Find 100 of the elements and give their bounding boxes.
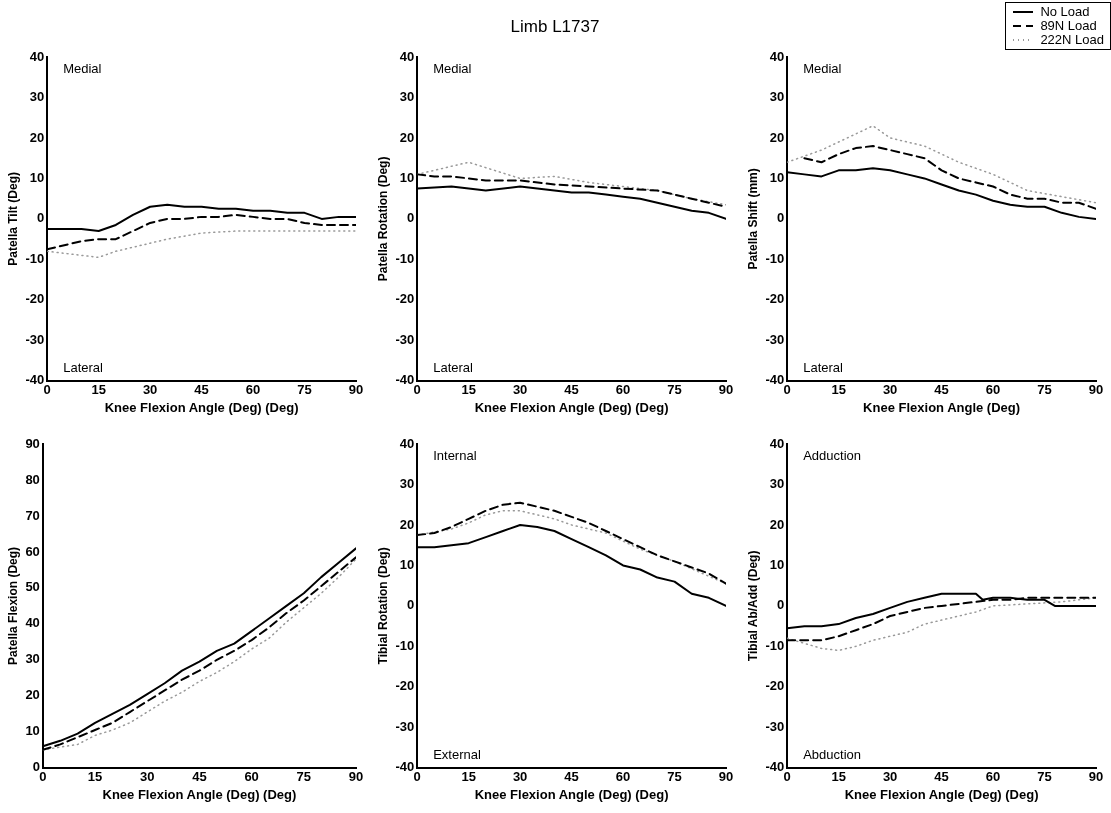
x-axis-title: Knee Flexion Angle (Deg) (Deg) xyxy=(102,786,297,802)
y-tick-label: -10 xyxy=(395,637,415,653)
y-tick-label: 20 xyxy=(769,516,785,532)
x-tick-label: 15 xyxy=(461,382,476,398)
y-tick-label: -30 xyxy=(765,331,785,347)
x-tick-label: 75 xyxy=(1037,382,1052,398)
y-tick-label: 30 xyxy=(25,651,40,667)
y-tick-label: -40 xyxy=(765,372,785,388)
y-tick-label: -30 xyxy=(395,718,415,734)
y-tick-label: 90 xyxy=(25,435,40,451)
annotation: Abduction xyxy=(803,747,862,763)
x-tick-label: 60 xyxy=(985,769,1001,785)
annotation: Adduction xyxy=(803,447,862,463)
y-tick-label: 0 xyxy=(406,597,415,613)
annotation: Medial xyxy=(803,60,842,76)
y-tick-label: -30 xyxy=(25,331,45,347)
annotation: Medial xyxy=(63,60,102,76)
line-series xyxy=(803,145,1096,210)
annotation: Lateral xyxy=(63,360,104,376)
y-tick-label: -10 xyxy=(765,250,785,266)
y-tick-label: 40 xyxy=(769,435,785,451)
y-tick-label: -10 xyxy=(395,250,415,266)
y-tick-label: -20 xyxy=(395,678,415,694)
y-tick-label: 0 xyxy=(32,759,40,775)
line-series xyxy=(417,161,726,206)
x-tick-label: 45 xyxy=(564,382,579,398)
x-tick-label: 90 xyxy=(718,769,734,785)
line-series xyxy=(787,125,1096,204)
y-tick-label: 20 xyxy=(29,129,45,145)
y-tick-label: -10 xyxy=(25,250,45,266)
y-tick-label: 10 xyxy=(25,723,40,739)
x-tick-label: 15 xyxy=(91,382,106,398)
y-tick-label: -30 xyxy=(395,331,415,347)
x-tick-label: 45 xyxy=(934,769,949,785)
y-tick-label: -40 xyxy=(25,372,45,388)
x-tick-label: 30 xyxy=(512,769,528,785)
y-axis-title: Patella Tilt (Deg) xyxy=(5,172,20,266)
x-tick-label: 30 xyxy=(882,769,898,785)
y-tick-label: 20 xyxy=(769,129,785,145)
y-tick-label: 0 xyxy=(36,210,45,226)
x-axis-title: Knee Flexion Angle (Deg) (Deg) xyxy=(844,786,1039,802)
y-tick-label: 40 xyxy=(769,48,785,64)
x-tick-label: 75 xyxy=(1037,769,1052,785)
x-tick-label: 90 xyxy=(1088,382,1104,398)
y-tick-label: 10 xyxy=(399,557,415,572)
y-tick-label: 30 xyxy=(769,89,785,105)
y-tick-label: 50 xyxy=(25,579,40,595)
y-tick-label: 40 xyxy=(399,435,415,451)
y-tick-label: -20 xyxy=(765,291,785,307)
x-tick-label: 15 xyxy=(831,769,846,785)
y-axis-title: Patella Rotation (Deg) xyxy=(375,156,390,282)
x-tick-label: 60 xyxy=(244,769,259,785)
y-tick-label: 20 xyxy=(399,516,415,532)
legend-label: 89N Load xyxy=(1040,18,1097,33)
annotation: Internal xyxy=(433,447,477,463)
x-tick-label: 60 xyxy=(615,769,631,785)
y-tick-label: -20 xyxy=(765,678,785,694)
y-tick-label: 70 xyxy=(25,507,40,523)
y-tick-label: -20 xyxy=(25,291,45,307)
x-tick-label: 30 xyxy=(142,382,158,398)
x-tick-label: 90 xyxy=(348,769,364,785)
x-tick-label: 15 xyxy=(87,769,103,785)
y-tick-label: -20 xyxy=(395,291,415,307)
y-tick-label: 30 xyxy=(29,89,45,105)
y-tick-label: 30 xyxy=(399,89,415,105)
x-tick-label: 60 xyxy=(615,382,631,398)
x-tick-label: 15 xyxy=(831,382,846,398)
y-tick-label: 40 xyxy=(29,48,45,64)
y-tick-label: 0 xyxy=(776,597,785,613)
y-tick-label: 20 xyxy=(25,687,40,703)
legend-label: 222N Load xyxy=(1040,32,1104,47)
y-tick-label: 10 xyxy=(29,170,45,185)
y-tick-label: 20 xyxy=(399,129,415,145)
y-tick-label: 30 xyxy=(399,476,415,492)
chart-title: Limb L1737 xyxy=(509,17,601,37)
y-tick-label: 10 xyxy=(769,557,785,572)
annotation: External xyxy=(433,747,481,763)
x-axis-title: Knee Flexion Angle (Deg) xyxy=(863,399,1021,415)
y-tick-label: 40 xyxy=(25,615,40,631)
y-tick-label: 30 xyxy=(769,476,785,492)
annotation: Medial xyxy=(433,60,472,76)
y-tick-label: -10 xyxy=(765,637,785,653)
x-tick-label: 75 xyxy=(296,769,312,785)
y-tick-label: -30 xyxy=(765,718,785,734)
y-axis-title: Tibial Rotation (Deg) xyxy=(375,547,390,665)
x-tick-label: 75 xyxy=(667,769,682,785)
line-series xyxy=(47,230,356,259)
x-tick-label: 30 xyxy=(882,382,898,398)
y-tick-label: 0 xyxy=(776,210,785,226)
x-tick-label: 90 xyxy=(1088,769,1104,785)
x-tick-label: 45 xyxy=(934,382,949,398)
annotation: Lateral xyxy=(433,360,474,376)
x-axis-title: Knee Flexion Angle (Deg) (Deg) xyxy=(474,786,669,802)
x-axis-title: Knee Flexion Angle (Deg) (Deg) xyxy=(474,399,669,415)
x-tick-label: 45 xyxy=(192,769,207,785)
x-tick-label: 45 xyxy=(564,769,579,785)
y-tick-label: 60 xyxy=(25,543,40,559)
y-tick-label: 10 xyxy=(399,170,415,185)
y-tick-label: 80 xyxy=(25,471,40,487)
y-tick-label: 10 xyxy=(769,170,785,185)
